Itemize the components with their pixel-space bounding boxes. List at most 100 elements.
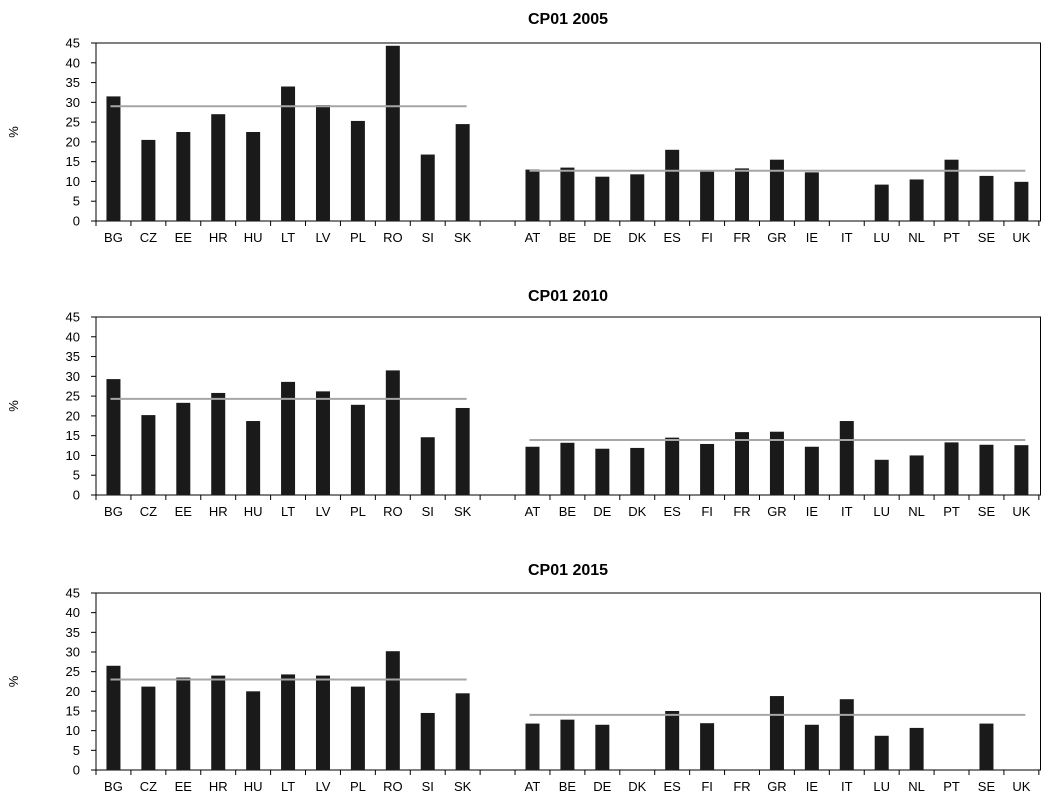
x-tick-label: LV (316, 504, 331, 519)
y-tick-label: 25 (66, 664, 80, 679)
x-tick-label: BG (104, 504, 123, 519)
x-tick-label: DE (593, 779, 611, 794)
bar-it (839, 699, 854, 770)
y-tick-label: 40 (66, 55, 80, 70)
x-tick-label: HU (244, 230, 263, 245)
y-tick-label: 5 (73, 468, 80, 483)
y-tick-label: 35 (66, 75, 80, 90)
y-tick-label: 15 (66, 428, 80, 443)
bar-es (665, 437, 680, 495)
bar-se (979, 175, 994, 221)
x-tick-label: HU (244, 504, 263, 519)
x-tick-label: PT (943, 230, 960, 245)
bar-pt (944, 159, 959, 221)
x-tick-label: AT (525, 504, 541, 519)
y-tick-label: 20 (66, 684, 80, 699)
x-tick-label: SI (422, 779, 434, 794)
y-tick-label: 30 (66, 645, 80, 660)
x-tick-label: RO (383, 779, 403, 794)
bar-lu (874, 735, 889, 770)
chart-panel-3: CP01 2015% 0 5 10 15 20 25 30 35 40 45 BG CZ EE HR HU LT… (6, 562, 1041, 794)
bar-sk (455, 693, 470, 770)
y-tick-label: 30 (66, 369, 80, 384)
bar-fi (700, 723, 715, 770)
bar-se (979, 723, 994, 770)
x-tick-label: FR (733, 779, 750, 794)
x-tick-label: BE (559, 779, 577, 794)
bar-lu (874, 184, 889, 221)
x-tick-label: SI (422, 230, 434, 245)
x-tick-label: RO (383, 504, 403, 519)
y-tick-label: 0 (73, 763, 80, 778)
x-tick-label: IE (806, 230, 819, 245)
x-tick-label: IT (841, 504, 853, 519)
y-tick-label: 15 (66, 154, 80, 169)
x-tick-label: HR (209, 504, 228, 519)
x-tick-label: GR (767, 779, 787, 794)
bar-se (979, 444, 994, 495)
x-tick-label: CZ (140, 230, 157, 245)
x-tick-label: NL (908, 779, 925, 794)
x-tick-label: RO (383, 230, 403, 245)
bar-lt (281, 381, 296, 495)
bar-hu (246, 421, 261, 495)
x-tick-label: SE (978, 779, 996, 794)
chart-title: CP01 2015 (528, 562, 608, 579)
x-tick-label: ES (664, 230, 682, 245)
x-tick-label: PL (350, 779, 366, 794)
x-tick-label: LT (281, 230, 295, 245)
bar-at (525, 169, 540, 221)
bar-it (839, 421, 854, 495)
y-axis-label: % (6, 675, 21, 687)
y-tick-label: 35 (66, 349, 80, 364)
x-tick-label: DE (593, 504, 611, 519)
bar-lv (315, 105, 330, 221)
x-tick-label: GR (767, 230, 787, 245)
bar-gr (769, 159, 784, 221)
x-tick-label: CZ (140, 779, 157, 794)
bar-cz (141, 415, 156, 495)
x-tick-label: HR (209, 779, 228, 794)
x-tick-label: AT (525, 779, 541, 794)
y-tick-label: 5 (73, 194, 80, 209)
y-tick-label: 20 (66, 134, 80, 149)
y-tick-label: 45 (66, 36, 80, 51)
y-axis-label: % (6, 126, 21, 138)
x-tick-label: BG (104, 779, 123, 794)
y-tick-label: 45 (66, 586, 80, 601)
x-tick-label: HU (244, 779, 263, 794)
y-tick-label: 30 (66, 95, 80, 110)
bar-si (420, 712, 435, 770)
x-tick-label: SE (978, 230, 996, 245)
bar-ie (804, 724, 819, 770)
bar-si (420, 154, 435, 221)
x-tick-label: DK (628, 504, 646, 519)
bar-pl (350, 120, 365, 221)
bar-bg (106, 379, 121, 495)
bar-at (525, 723, 540, 770)
bar-fi (700, 443, 715, 495)
y-tick-label: 0 (73, 488, 80, 503)
x-tick-label: LT (281, 504, 295, 519)
x-tick-label: NL (908, 504, 925, 519)
bar-de (595, 724, 610, 770)
bar-hu (246, 691, 261, 770)
bar-es (665, 711, 680, 770)
y-tick-label: 15 (66, 704, 80, 719)
y-tick-label: 10 (66, 723, 80, 738)
x-tick-label: BE (559, 504, 577, 519)
bar-uk (1014, 445, 1029, 495)
x-tick-label: LV (316, 779, 331, 794)
bar-dk (630, 174, 645, 221)
bar-lv (315, 391, 330, 495)
bar-cz (141, 139, 156, 221)
bar-ie (804, 446, 819, 495)
bar-sk (455, 407, 470, 495)
x-tick-label: ES (664, 779, 682, 794)
bar-dk (630, 447, 645, 495)
chart-panel-2: CP01 2010% 0 5 10 15 20 25 30 35 40 45 BG CZ EE HR HU LT… (6, 288, 1041, 519)
x-tick-label: NL (908, 230, 925, 245)
y-tick-label: 10 (66, 174, 80, 189)
x-tick-label: SK (454, 779, 472, 794)
x-tick-label: LV (316, 230, 331, 245)
